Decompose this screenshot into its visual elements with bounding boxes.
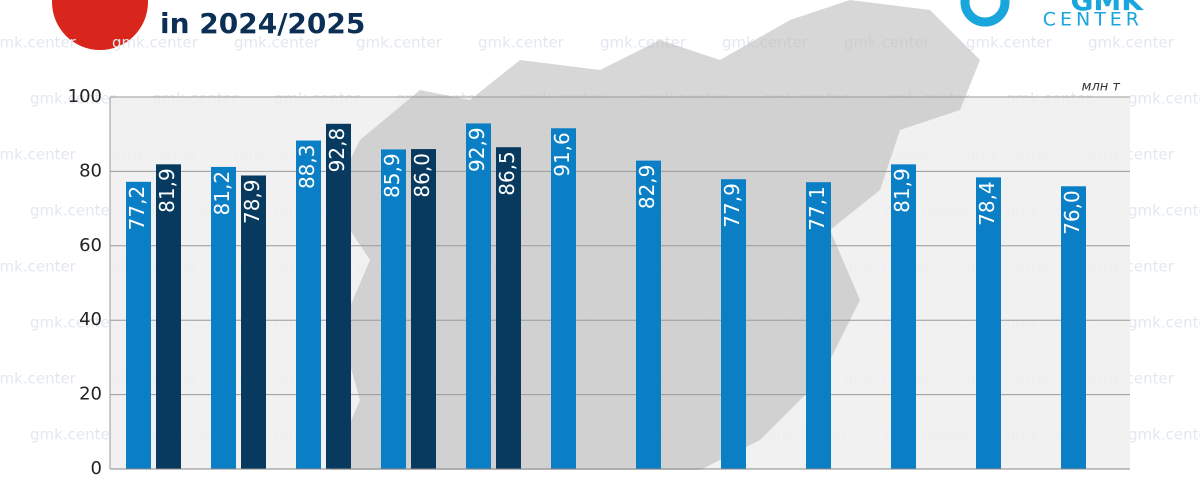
bar	[296, 140, 321, 470]
bar	[326, 123, 351, 469]
y-tick-label: 60	[79, 235, 102, 256]
bar	[381, 149, 406, 469]
value-label: 76,0	[1060, 190, 1084, 235]
bar	[211, 166, 236, 469]
y-tick-label: 20	[79, 384, 102, 405]
watermark: gmk.center	[1128, 314, 1200, 332]
watermark: gmk.center	[0, 370, 77, 388]
unit-label: млн т	[1082, 80, 1121, 95]
chart-title: in 2024/2025	[160, 7, 365, 40]
logo-bottom: CENTER	[1043, 9, 1143, 31]
watermark: gmk.center	[30, 202, 117, 220]
watermark: gmk.center	[1128, 202, 1200, 220]
value-label: 88,3	[295, 145, 319, 190]
value-label: 77,1	[805, 186, 829, 231]
value-label: 78,4	[975, 181, 999, 226]
bar	[126, 181, 151, 470]
logo-icon	[960, 0, 1010, 27]
bar	[891, 164, 916, 469]
value-label: 81,2	[210, 171, 234, 216]
bar	[241, 175, 266, 469]
watermark: gmk.center	[1128, 90, 1200, 108]
value-label: 92,9	[465, 127, 489, 172]
watermark: gmk.center	[0, 258, 77, 276]
watermark: gmk.center	[0, 146, 77, 164]
value-label: 91,6	[550, 132, 574, 177]
bar	[156, 164, 181, 469]
flag-circle	[52, 0, 148, 50]
watermark: gmk.center	[112, 34, 199, 52]
bar	[551, 128, 576, 470]
watermark: gmk.center	[30, 314, 117, 332]
watermark: gmk.center	[966, 34, 1053, 52]
bar	[411, 149, 436, 469]
value-label: 77,2	[125, 186, 149, 231]
bar	[636, 160, 661, 469]
watermark: gmk.center	[1128, 426, 1200, 444]
bar	[806, 182, 831, 470]
bar	[1061, 186, 1086, 469]
bar	[466, 123, 491, 470]
value-label: 86,0	[410, 153, 434, 198]
value-label: 78,9	[240, 179, 264, 224]
bar	[721, 179, 746, 469]
value-label: 86,5	[495, 151, 519, 196]
y-tick-label: 40	[79, 309, 102, 330]
bar	[976, 177, 1001, 470]
value-label: 81,9	[890, 168, 914, 213]
watermark: gmk.center	[30, 426, 117, 444]
logo-top: GMK	[1070, 0, 1144, 17]
watermark: gmk.center	[30, 90, 117, 108]
watermark: gmk.center	[356, 34, 443, 52]
watermark: gmk.center	[234, 34, 321, 52]
value-label: 85,9	[380, 153, 404, 198]
y-tick-label: 80	[79, 160, 102, 181]
value-label: 81,9	[155, 168, 179, 213]
watermark: gmk.center	[0, 34, 77, 52]
value-label: 82,9	[635, 165, 659, 210]
watermark: gmk.center	[478, 34, 565, 52]
bar	[496, 147, 521, 469]
value-label: 77,9	[720, 183, 744, 228]
value-label: 92,8	[325, 128, 349, 173]
watermark: gmk.center	[1088, 34, 1175, 52]
y-tick-label: 100	[68, 86, 102, 107]
y-tick-label: 0	[91, 458, 102, 479]
